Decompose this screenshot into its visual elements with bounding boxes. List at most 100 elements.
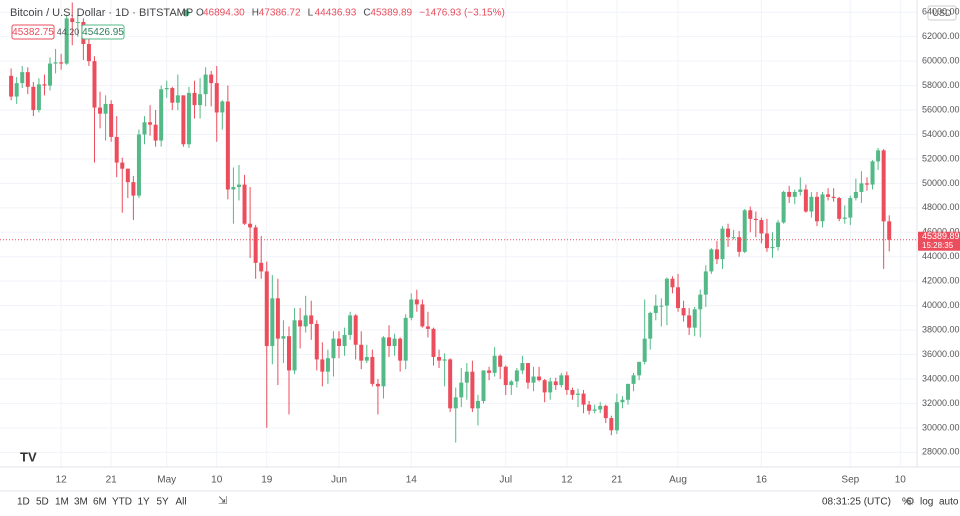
candle-body <box>737 237 742 252</box>
candle-body <box>553 381 558 386</box>
candle-body <box>398 338 403 361</box>
x-tick-label: 12 <box>561 475 573 486</box>
x-tick-label: 14 <box>406 475 418 486</box>
candle-body <box>70 18 75 23</box>
range-button[interactable]: 1Y <box>138 497 151 508</box>
range-button[interactable]: 6M <box>93 497 107 508</box>
candle-body <box>464 371 469 383</box>
y-tick-label: 40000.00 <box>922 300 960 310</box>
candle-body <box>186 92 191 145</box>
candle-body <box>125 168 130 183</box>
scale-option[interactable]: % <box>902 497 911 508</box>
candle-body <box>370 356 375 384</box>
candle-body <box>270 298 275 346</box>
y-tick-label: 36000.00 <box>922 349 960 359</box>
y-tick-label: 38000.00 <box>922 324 960 334</box>
ohlc-value: 46894.30 <box>203 8 245 19</box>
y-tick-label: 34000.00 <box>922 373 960 383</box>
candle-body <box>303 315 308 327</box>
candle-body <box>475 400 480 409</box>
candle-body <box>59 62 64 64</box>
candle-body <box>581 393 586 405</box>
candle-body <box>75 22 80 24</box>
buy-box[interactable] <box>81 24 125 40</box>
sell-price[interactable]: 45382.75 <box>12 27 54 38</box>
candle-body <box>103 103 108 114</box>
buy-price[interactable]: 45426.95 <box>82 27 124 38</box>
candle-body <box>92 61 97 108</box>
ohlc-key: H <box>252 8 259 19</box>
candle-body <box>248 223 253 228</box>
candle-body <box>387 337 392 346</box>
candle-body <box>753 218 758 221</box>
range-button[interactable]: 1D <box>17 497 30 508</box>
candle-body <box>748 210 753 219</box>
y-tick-label: 60000.00 <box>922 56 960 66</box>
settings-icon[interactable]: ⚙ <box>905 496 915 508</box>
candle-body <box>414 299 419 305</box>
candle-body <box>20 72 25 84</box>
candle-body <box>787 191 792 197</box>
candle-body <box>492 355 497 373</box>
x-tick-label: 12 <box>56 475 68 486</box>
candle-body <box>881 150 886 222</box>
y-tick-label: 44000.00 <box>922 251 960 261</box>
range-button[interactable]: 5D <box>36 497 49 508</box>
clock: 08:31:25 (UTC) <box>822 497 891 508</box>
candle-body <box>170 88 175 103</box>
range-button[interactable]: 5Y <box>157 497 170 508</box>
range-button[interactable]: YTD <box>112 497 132 508</box>
candle-body <box>342 334 347 346</box>
market-status <box>182 9 190 17</box>
candle-body <box>670 278 675 288</box>
candle-body <box>181 95 186 145</box>
candle-body <box>781 191 786 223</box>
range-button[interactable]: All <box>176 497 187 508</box>
candle-body <box>598 405 603 410</box>
currency-box[interactable] <box>927 5 957 21</box>
candle-body <box>742 210 747 252</box>
candle-body <box>98 107 103 114</box>
candle-body <box>53 62 58 64</box>
candle-body <box>537 376 542 381</box>
candle-body <box>703 271 708 295</box>
candle-body <box>620 399 625 403</box>
range-button[interactable]: 3M <box>74 497 88 508</box>
candle-body <box>564 375 569 390</box>
candle-body <box>136 134 141 196</box>
candle-body <box>698 294 703 310</box>
scale-option[interactable]: auto <box>939 497 959 508</box>
candle-body <box>225 101 230 190</box>
candle-body <box>759 220 764 234</box>
candle-body <box>575 393 580 395</box>
candle-body <box>820 194 825 222</box>
candle-body <box>36 84 41 111</box>
candle-body <box>442 359 447 361</box>
y-tick-label: 58000.00 <box>922 80 960 90</box>
ohlc-key: O <box>196 8 204 19</box>
candle-body <box>503 366 508 386</box>
candle-body <box>164 88 169 90</box>
candle-body <box>259 262 264 272</box>
candle-body <box>709 249 714 272</box>
candle-body <box>25 72 30 87</box>
candle-body <box>520 363 525 371</box>
ohlc-key: C <box>363 8 370 19</box>
candle-body <box>864 183 869 185</box>
y-tick-label: 56000.00 <box>922 104 960 114</box>
y-tick-label: 32000.00 <box>922 398 960 408</box>
candle-body <box>286 336 291 371</box>
candle-body <box>726 228 731 238</box>
candle-body <box>831 196 836 199</box>
candle-body <box>676 287 681 309</box>
candle-body <box>681 308 686 316</box>
range-button[interactable]: 1M <box>55 497 69 508</box>
currency[interactable]: USD <box>932 8 952 18</box>
candle-body <box>420 304 425 327</box>
scale-option[interactable]: log <box>920 497 933 508</box>
sell-box[interactable] <box>11 24 55 40</box>
candle-body <box>653 305 658 313</box>
goto-date-icon[interactable]: ⇲ <box>218 495 227 507</box>
candle-body <box>570 389 575 395</box>
candle-body <box>403 317 408 361</box>
